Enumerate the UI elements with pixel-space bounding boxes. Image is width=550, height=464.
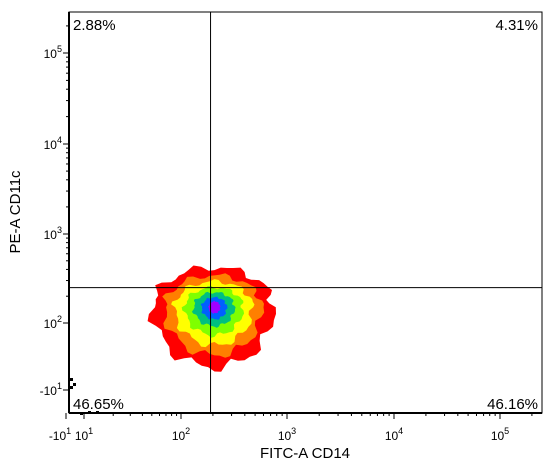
y-ticks: -101 102 103 104 105: [40, 25, 69, 398]
quadrant-lower-right-label: 46.16%: [487, 396, 538, 413]
quadrant-upper-left-label: 2.88%: [73, 17, 116, 34]
density-level-7: [207, 300, 221, 314]
plot-frame: [68, 11, 543, 414]
x-ticks: -101 101 102 103 104 105: [49, 413, 533, 443]
x-tick-label: 101: [75, 426, 93, 443]
x-tick-label: 103: [278, 426, 296, 443]
x-tick-label: -101: [49, 426, 71, 443]
x-tick-label: 105: [491, 426, 509, 443]
x-tick-label: 102: [172, 426, 190, 443]
y-tick-label: -101: [40, 381, 62, 398]
x-tick-label: 104: [385, 426, 403, 443]
y-tick-label: 103: [44, 225, 62, 242]
y-tick-label: 104: [44, 135, 62, 152]
x-axis-title: FITC-A CD14: [260, 445, 350, 462]
y-axis-title: PE-A CD11c: [7, 170, 24, 254]
quadrant-lower-left-label: 46.65%: [73, 396, 124, 413]
event-dot: [70, 378, 73, 381]
event-dot: [70, 386, 73, 389]
quadrant-upper-right-label: 4.31%: [495, 17, 538, 34]
y-tick-label: 102: [44, 314, 62, 331]
y-tick-label: 105: [44, 44, 62, 61]
density-cloud: [70, 265, 276, 415]
event-dot: [73, 383, 76, 386]
